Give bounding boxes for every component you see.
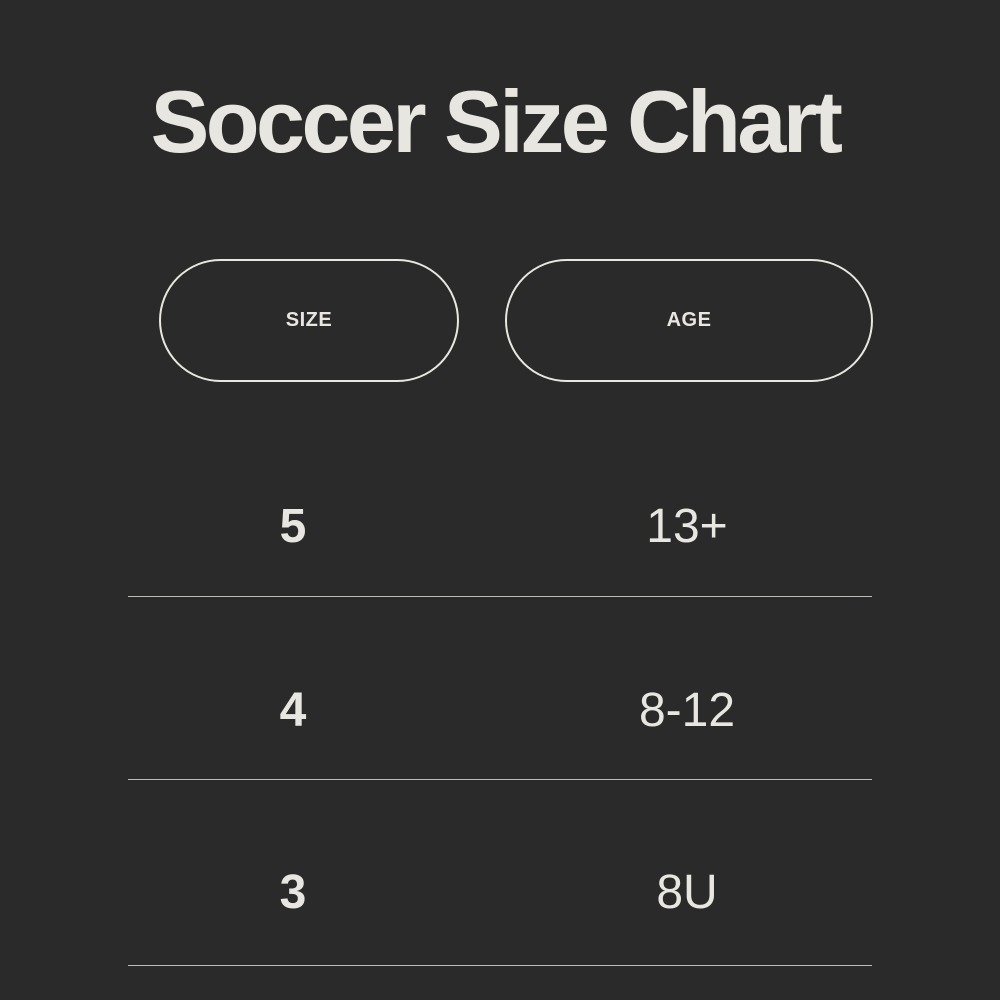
age-cell: 13+ — [646, 500, 728, 553]
row-divider — [128, 965, 872, 966]
age-cell: 8U — [656, 866, 718, 919]
size-column-header: SIZE — [159, 259, 459, 382]
age-cell: 8-12 — [638, 684, 736, 737]
size-cell: 5 — [279, 500, 307, 553]
row-divider — [128, 779, 872, 780]
size-cell: 3 — [279, 866, 307, 919]
row-divider — [128, 596, 872, 597]
page-title: Soccer Size Chart — [150, 72, 843, 171]
size-cell: 4 — [279, 684, 307, 737]
age-column-header: AGE — [505, 259, 873, 382]
